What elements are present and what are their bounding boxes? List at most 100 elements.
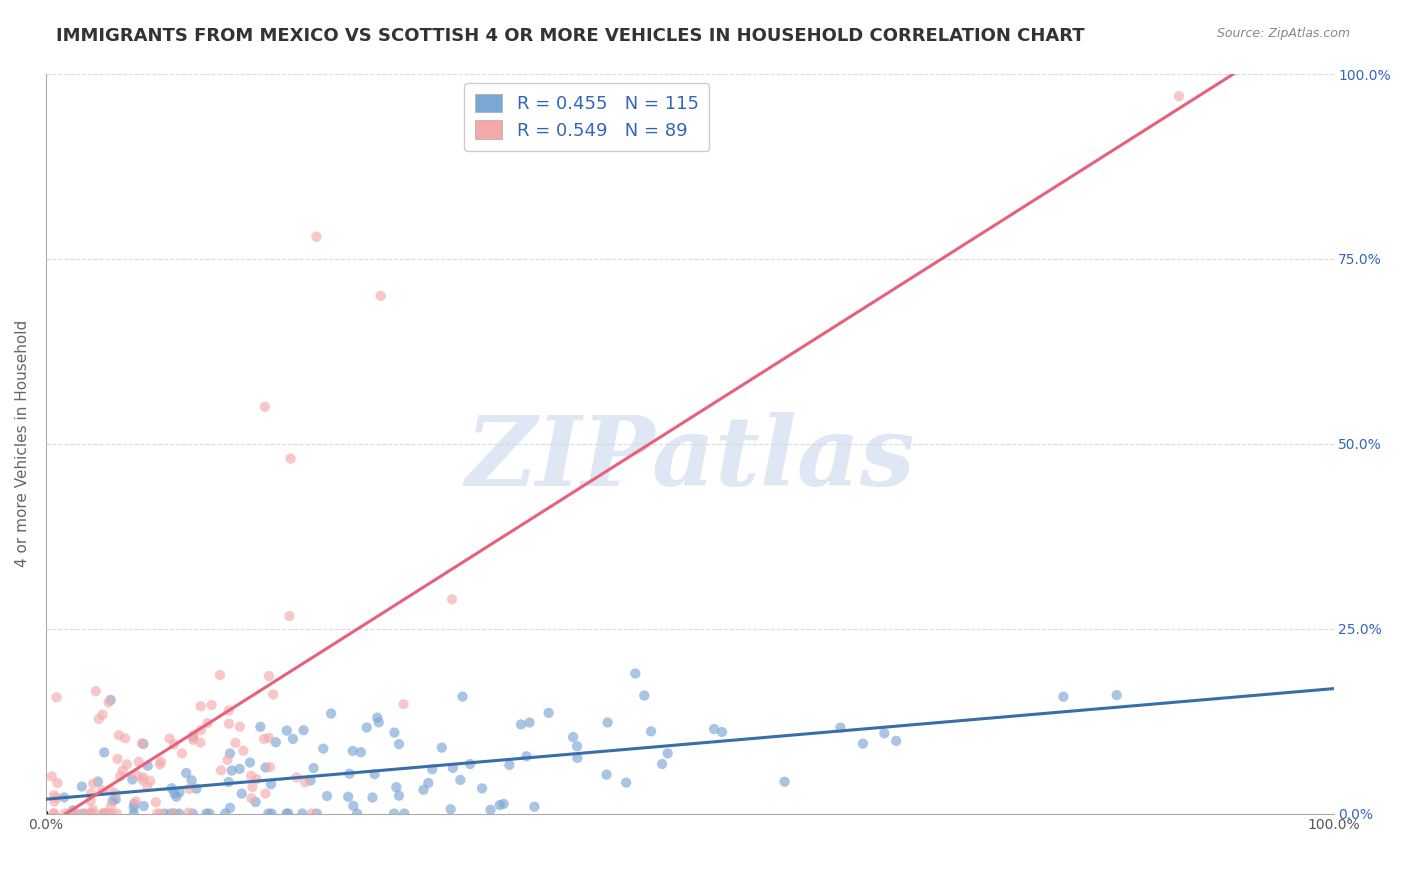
Point — [79, 794, 101, 808]
Point — [93, 806, 115, 821]
Point — [651, 756, 673, 771]
Point — [167, 806, 190, 821]
Point — [153, 806, 176, 821]
Point — [510, 717, 533, 731]
Point — [451, 690, 474, 704]
Point — [301, 806, 323, 821]
Point — [62, 803, 84, 817]
Point — [312, 741, 335, 756]
Legend: R = 0.455   N = 115, R = 0.549   N = 89: R = 0.455 N = 115, R = 0.549 N = 89 — [464, 83, 710, 151]
Point — [218, 703, 240, 717]
Point — [174, 766, 197, 780]
Point — [190, 736, 212, 750]
Point — [773, 774, 796, 789]
Point — [278, 609, 301, 624]
Point — [537, 706, 560, 720]
Point — [624, 666, 647, 681]
Point — [108, 769, 131, 783]
Y-axis label: 4 or more Vehicles in Household: 4 or more Vehicles in Household — [15, 320, 30, 567]
Point — [363, 767, 385, 781]
Point — [208, 668, 231, 682]
Point — [245, 772, 267, 787]
Point — [254, 760, 277, 774]
Point — [107, 752, 129, 766]
Point — [392, 697, 415, 711]
Point — [316, 789, 339, 803]
Point — [253, 400, 276, 414]
Point — [146, 806, 169, 821]
Point — [245, 795, 267, 809]
Point — [65, 806, 87, 821]
Point — [260, 806, 283, 821]
Point — [44, 795, 66, 809]
Point — [45, 690, 67, 705]
Point — [125, 768, 148, 782]
Point — [108, 728, 131, 742]
Point — [162, 806, 184, 821]
Point — [884, 734, 907, 748]
Point — [285, 771, 308, 785]
Point — [87, 712, 110, 726]
Point — [370, 289, 392, 303]
Point — [356, 721, 378, 735]
Point — [280, 451, 302, 466]
Point — [337, 789, 360, 804]
FancyArrow shape — [44, 810, 48, 814]
Point — [44, 789, 66, 803]
Point — [198, 806, 221, 821]
Point — [76, 806, 98, 821]
Point — [132, 770, 155, 784]
Point — [498, 758, 520, 772]
Point — [132, 773, 155, 788]
Point — [229, 720, 252, 734]
Point — [640, 724, 662, 739]
Point — [259, 760, 281, 774]
Point — [240, 791, 263, 805]
Point — [132, 799, 155, 814]
Point — [80, 786, 103, 800]
Point — [149, 806, 172, 821]
Point — [1168, 89, 1191, 103]
Point — [217, 753, 239, 767]
Point — [115, 757, 138, 772]
Point — [231, 787, 253, 801]
Point — [523, 799, 546, 814]
Point — [228, 762, 250, 776]
Point — [132, 737, 155, 751]
Point — [160, 781, 183, 796]
Point — [82, 803, 104, 817]
Point — [41, 769, 63, 783]
Point — [80, 806, 103, 821]
Point — [319, 706, 342, 721]
Point — [471, 781, 494, 796]
Point — [385, 780, 408, 795]
Point — [257, 731, 280, 745]
Point — [1105, 688, 1128, 702]
Point — [218, 775, 240, 789]
Point — [91, 707, 114, 722]
Point — [595, 767, 617, 781]
Point — [342, 798, 364, 813]
Point — [46, 776, 69, 790]
Point — [412, 782, 434, 797]
Point — [82, 776, 104, 790]
Text: Source: ZipAtlas.com: Source: ZipAtlas.com — [1216, 27, 1350, 40]
Point — [149, 757, 172, 772]
Point — [346, 806, 368, 821]
Point — [160, 806, 183, 821]
Point — [111, 764, 134, 778]
Point — [242, 780, 264, 794]
Point — [420, 762, 443, 776]
Point — [262, 688, 284, 702]
Point — [515, 749, 537, 764]
Point — [197, 716, 219, 731]
Point — [430, 740, 453, 755]
Point — [479, 803, 502, 817]
Point — [305, 806, 328, 821]
Point — [72, 806, 94, 821]
Point — [305, 229, 328, 244]
Point — [87, 774, 110, 789]
Point — [190, 699, 212, 714]
Point — [492, 797, 515, 811]
Point — [45, 790, 67, 805]
